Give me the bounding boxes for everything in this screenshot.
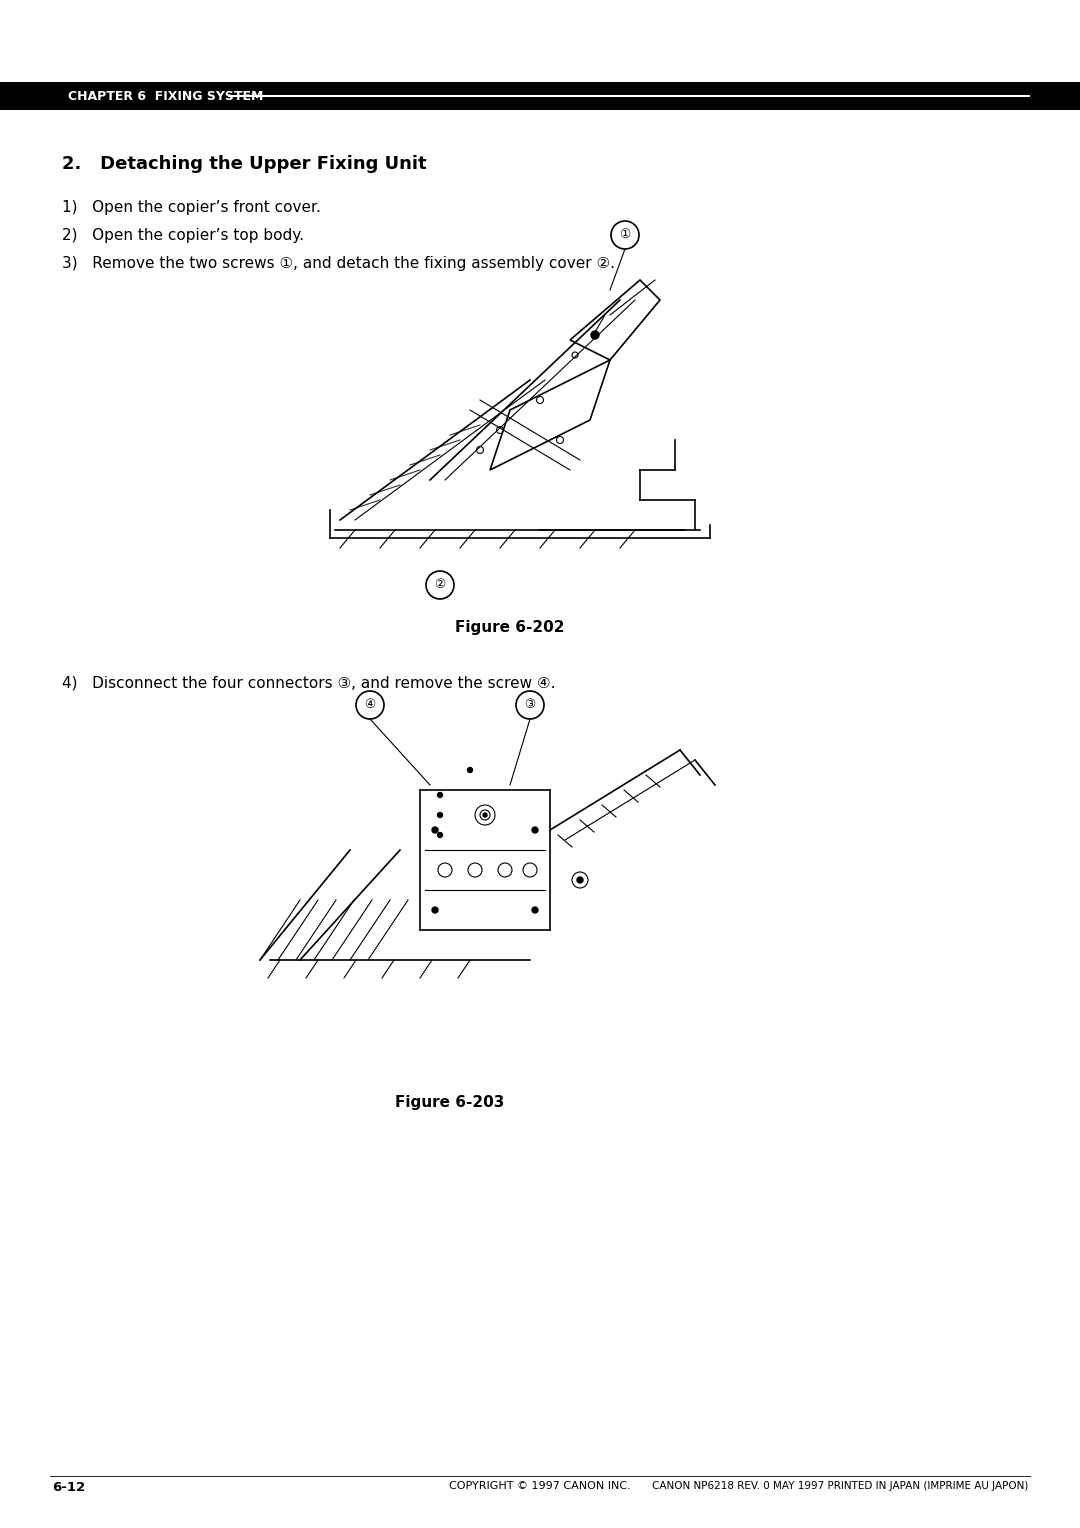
Text: COPYRIGHT © 1997 CANON INC.: COPYRIGHT © 1997 CANON INC. bbox=[449, 1481, 631, 1491]
Bar bbox=[0, 83, 1080, 110]
Circle shape bbox=[432, 908, 438, 914]
Text: CANON NP6218 REV. 0 MAY 1997 PRINTED IN JAPAN (IMPRIME AU JAPON): CANON NP6218 REV. 0 MAY 1997 PRINTED IN … bbox=[651, 1481, 1028, 1491]
Text: ③: ③ bbox=[525, 698, 536, 712]
Circle shape bbox=[437, 813, 443, 817]
Text: 6-12: 6-12 bbox=[52, 1481, 85, 1494]
Circle shape bbox=[516, 691, 544, 720]
Text: 2)   Open the copier’s top body.: 2) Open the copier’s top body. bbox=[62, 228, 303, 243]
Text: ④: ④ bbox=[364, 698, 376, 712]
Circle shape bbox=[591, 332, 599, 339]
Circle shape bbox=[426, 571, 454, 599]
Circle shape bbox=[432, 827, 438, 833]
Circle shape bbox=[532, 908, 538, 914]
Circle shape bbox=[611, 222, 639, 249]
Text: ①: ① bbox=[619, 229, 631, 241]
Text: 1)   Open the copier’s front cover.: 1) Open the copier’s front cover. bbox=[62, 200, 321, 215]
Circle shape bbox=[437, 833, 443, 837]
Text: CHAPTER 6  FIXING SYSTEM: CHAPTER 6 FIXING SYSTEM bbox=[68, 90, 264, 102]
Text: 4)   Disconnect the four connectors ③, and remove the screw ④.: 4) Disconnect the four connectors ③, and… bbox=[62, 675, 555, 691]
Text: Figure 6-203: Figure 6-203 bbox=[395, 1096, 504, 1109]
Text: Figure 6-202: Figure 6-202 bbox=[456, 620, 565, 636]
Circle shape bbox=[483, 813, 487, 817]
Circle shape bbox=[577, 877, 583, 883]
Text: ②: ② bbox=[434, 579, 446, 591]
Text: 3)   Remove the two screws ①, and detach the fixing assembly cover ②.: 3) Remove the two screws ①, and detach t… bbox=[62, 257, 615, 270]
Circle shape bbox=[356, 691, 384, 720]
Circle shape bbox=[437, 793, 443, 798]
Circle shape bbox=[468, 767, 473, 773]
Bar bbox=[48, 92, 60, 102]
Text: 2.   Detaching the Upper Fixing Unit: 2. Detaching the Upper Fixing Unit bbox=[62, 154, 427, 173]
Circle shape bbox=[532, 827, 538, 833]
